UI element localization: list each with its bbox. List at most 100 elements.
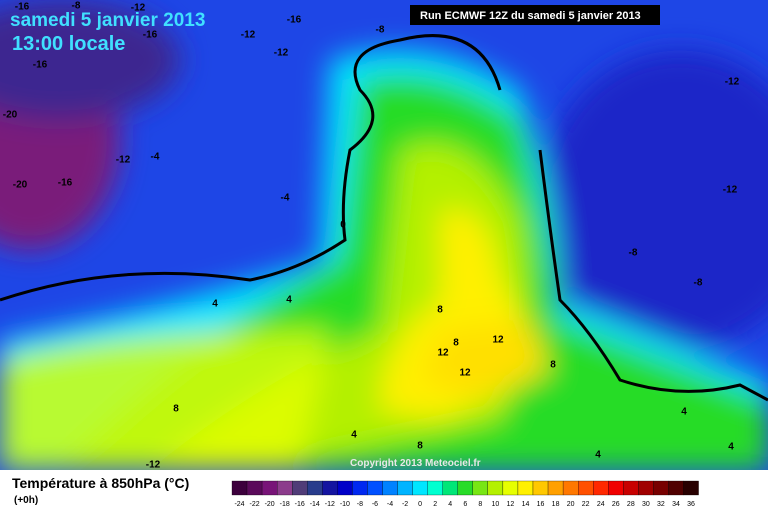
contour-label: 4 [728, 442, 734, 453]
scale-label: 18 [552, 501, 560, 508]
scale-label: 4 [448, 501, 452, 508]
contour-label: -16 [287, 15, 302, 26]
scale-swatch [231, 480, 248, 496]
scale-swatch [593, 480, 609, 496]
scale-swatch [517, 480, 534, 496]
scale-label: 10 [491, 501, 499, 508]
scale-swatch [547, 480, 564, 496]
scale-label: 30 [642, 501, 650, 508]
scale-label: 24 [597, 501, 605, 508]
contour-label: 4 [286, 295, 292, 306]
scale-swatch [337, 480, 353, 496]
time: 13:00 locale [12, 33, 125, 55]
scale-label: 20 [567, 501, 575, 508]
scale-swatch [292, 480, 308, 496]
run-box [410, 5, 660, 25]
contour-label: 12 [492, 335, 504, 346]
contour-label: -16 [15, 2, 30, 13]
contour-label: -12 [723, 185, 738, 196]
contour-label: 4 [681, 407, 687, 418]
scale-label: -12 [325, 501, 335, 508]
scale-label: 34 [672, 501, 680, 508]
contour-label: 4 [595, 450, 601, 461]
scale-label: 22 [582, 501, 590, 508]
scale-swatch [668, 480, 684, 496]
scale-swatch [261, 480, 278, 496]
contour-label: -16 [33, 60, 48, 71]
scale-label: -4 [387, 501, 393, 508]
scale-swatch [427, 480, 443, 496]
scale-label: 8 [478, 501, 482, 508]
color-scale: -24 -22 -20 -18 -16 -14 -12 -10 -8 -6 -4 -2 0 2 4 6 8 10 1… [231, 480, 699, 508]
scale-swatch [502, 480, 519, 496]
zero-isotherm [0, 34, 768, 402]
scale-swatch [578, 480, 594, 496]
contour-label: 8 [550, 360, 556, 371]
contour-label: -20 [3, 110, 18, 121]
contour-label: -12 [146, 460, 161, 471]
date: samedi 5 janvier 2013 [10, 10, 205, 31]
scale-swatch [532, 480, 549, 496]
contour-label: -8 [694, 278, 703, 289]
contour-label: -8 [72, 1, 81, 12]
contour-label: 12 [459, 368, 471, 379]
contour-label: -8 [376, 25, 385, 36]
scale-label: -6 [372, 501, 378, 508]
scale-swatch [367, 480, 383, 496]
scale-label: -22 [250, 501, 260, 508]
scale-swatch [472, 480, 488, 496]
contour-label: 8 [417, 441, 423, 452]
contour-label: -16 [143, 30, 158, 41]
contour-label: -8 [629, 248, 638, 259]
scale-label: -24 [234, 501, 244, 508]
scale-label: -8 [357, 501, 363, 508]
scale-swatch [397, 480, 413, 496]
scale-swatch [638, 480, 654, 496]
scale-swatch [457, 480, 473, 496]
scale-label: 36 [687, 501, 695, 508]
scale-swatch [246, 480, 263, 496]
scale-label: -16 [295, 501, 305, 508]
copyright: Copyright 2013 Meteociel.fr [350, 458, 481, 469]
contour-label: -12 [241, 30, 256, 41]
contour-label: 4 [212, 299, 218, 310]
scale-swatch [322, 480, 338, 496]
scale-label: -10 [340, 501, 350, 508]
contour-label: -12 [274, 48, 289, 59]
scale-swatch [382, 480, 398, 496]
scale-swatch [487, 480, 504, 496]
run-label: Run ECMWF 12Z du samedi 5 janvier 2013 [420, 10, 641, 22]
scale-label: 32 [657, 501, 665, 508]
temperature-field [0, 0, 768, 471]
scale-label: 12 [507, 501, 515, 508]
contour-label: -20 [13, 180, 28, 191]
scale-swatch [412, 480, 428, 496]
contour-label: -12 [725, 77, 740, 88]
contour-label: -16 [58, 178, 73, 189]
scale-label: 0 [418, 501, 422, 508]
scale-label: -14 [310, 501, 320, 508]
scale-swatch [352, 480, 368, 496]
scale-swatch [683, 480, 699, 496]
scale-label: -2 [402, 501, 408, 508]
contour-label: -12 [131, 3, 146, 14]
contour-label: 4 [351, 430, 357, 441]
legend-title: Température à 850hPa (°C) [12, 475, 189, 491]
scale-label: 6 [463, 501, 467, 508]
scale-swatch [307, 480, 323, 496]
scale-label: -20 [265, 501, 275, 508]
contour-label: 8 [173, 404, 179, 415]
scale-label: 26 [612, 501, 620, 508]
scale-label: 16 [537, 501, 545, 508]
scale-label: -18 [280, 501, 290, 508]
scale-swatch [653, 480, 669, 496]
contour-label: 8 [453, 338, 459, 349]
contour-label: 12 [437, 348, 449, 359]
scale-swatch [276, 480, 293, 496]
scale-label: 28 [627, 501, 635, 508]
contour-label: 8 [437, 305, 443, 316]
contour-label: -12 [116, 155, 131, 166]
legend-subtitle: (+0h) [14, 495, 38, 506]
